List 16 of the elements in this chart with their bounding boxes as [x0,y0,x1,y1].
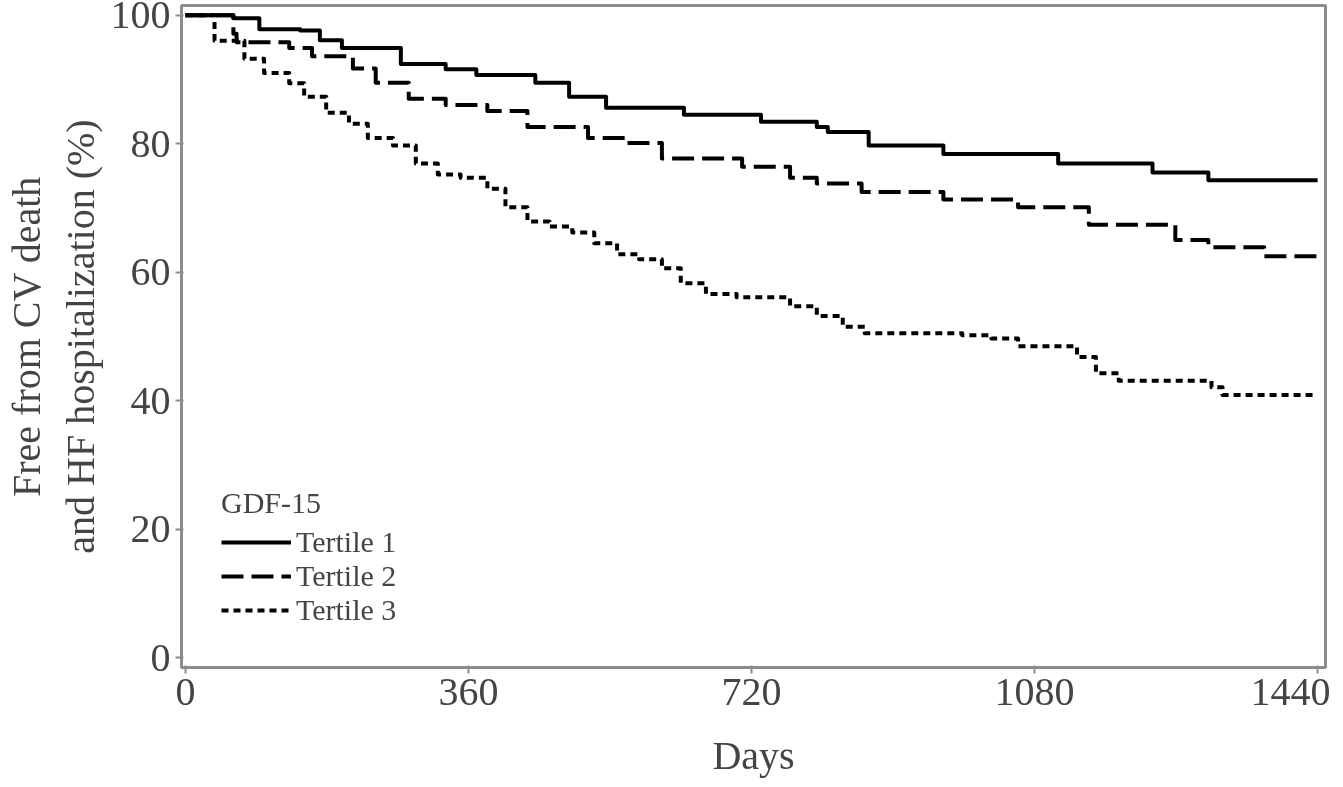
y-tick-label: 80 [130,120,171,166]
x-tick-label: 1080 [994,668,1075,714]
legend-label: Tertile 2 [296,559,397,593]
legend-label: Tertile 1 [296,525,397,559]
y-axis-title: Free from CV death and HF hospitalization (%) [3,119,103,554]
y-tick-label: 100 [110,0,171,38]
x-tick-label: 1440 [1250,668,1331,714]
y-tick-label: 40 [130,377,171,423]
x-axis-title: Days [712,732,795,778]
x-tick-label: 360 [438,668,499,714]
y-tick-label: 20 [130,506,171,552]
legend-title: GDF-15 [221,486,322,520]
y-tick-label: 60 [130,249,171,295]
x-tick-label: 720 [721,668,782,714]
legend-label: Tertile 3 [296,593,397,627]
y-tick-label: 0 [150,634,171,680]
